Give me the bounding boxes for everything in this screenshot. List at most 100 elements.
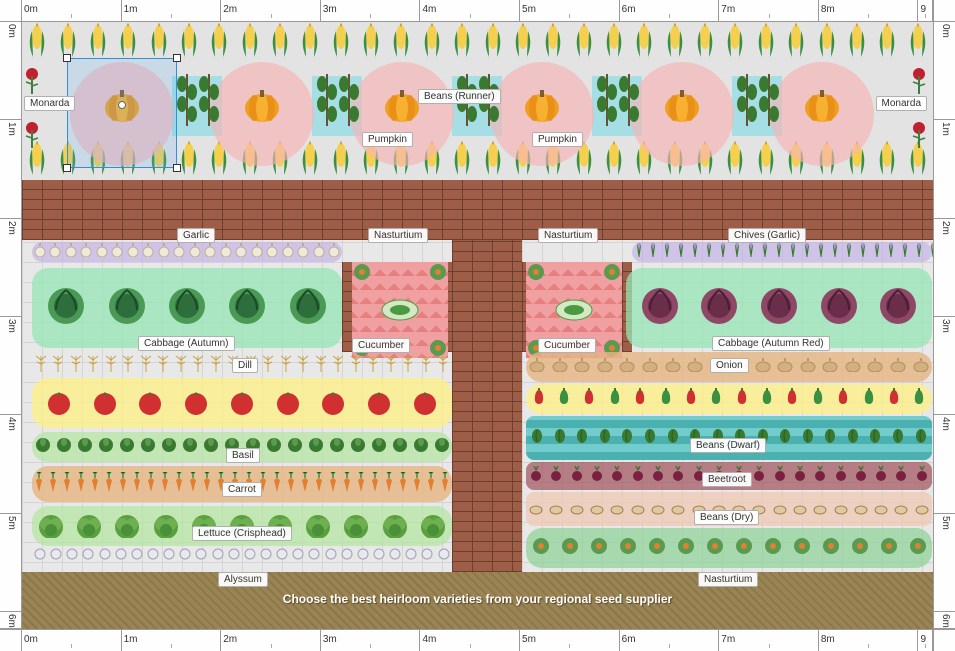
garlic-icon[interactable]	[814, 243, 828, 262]
pepper-icon[interactable]	[758, 388, 776, 411]
nast-icon[interactable]	[352, 262, 372, 287]
beet-icon[interactable]	[833, 466, 849, 487]
alyssum-row[interactable]	[32, 546, 452, 566]
garlic-icon[interactable]	[730, 243, 744, 262]
pepper-icon[interactable]	[910, 388, 928, 411]
onion-icon[interactable]	[843, 358, 863, 377]
beet-icon[interactable]	[569, 466, 585, 487]
cabbage-icon[interactable]	[759, 286, 799, 331]
nasturtium[interactable]	[428, 262, 448, 287]
carrot-icon[interactable]	[188, 472, 198, 497]
basil-icon[interactable]	[350, 437, 366, 458]
bean-small-icon[interactable]	[802, 428, 814, 449]
bean-small-icon[interactable]	[892, 428, 904, 449]
garlic-icon[interactable]	[702, 243, 716, 262]
basil-icon[interactable]	[119, 437, 135, 458]
drybean-icon[interactable]	[569, 503, 585, 515]
garlic-icon[interactable]	[884, 243, 898, 262]
pepper-icon[interactable]	[733, 388, 751, 411]
pepper-icon[interactable]	[783, 388, 801, 411]
drybean-icon[interactable]	[589, 503, 605, 515]
path-brick-vert[interactable]	[452, 240, 522, 572]
dill-icon[interactable]	[51, 352, 65, 377]
alyssum-icon[interactable]	[291, 547, 305, 566]
tomato-row[interactable]	[36, 384, 448, 422]
cabbage-icon[interactable]	[819, 286, 859, 331]
garlic-icon[interactable]	[926, 243, 933, 262]
garlic-icon[interactable]	[312, 243, 326, 262]
monarda-left[interactable]	[22, 120, 42, 155]
corn-icon[interactable]	[786, 23, 806, 64]
beans-icon[interactable]	[336, 72, 362, 133]
carrot-icon[interactable]	[398, 472, 408, 497]
corn-icon[interactable]	[240, 23, 260, 64]
cabbage-icon[interactable]	[167, 286, 207, 331]
dill-icon[interactable]	[349, 352, 363, 377]
basil-icon[interactable]	[329, 437, 345, 458]
pepper-icon[interactable]	[885, 388, 903, 411]
tomato-icon[interactable]	[227, 386, 257, 421]
corn-icon[interactable]	[725, 23, 745, 64]
alyssum-icon[interactable]	[404, 547, 418, 566]
garlic-icon[interactable]	[758, 243, 772, 262]
drybean-icon[interactable]	[548, 503, 564, 515]
nast-icon[interactable]	[647, 536, 667, 561]
dill-icon[interactable]	[86, 352, 100, 377]
chives-row[interactable]	[632, 244, 932, 260]
pepper-icon[interactable]	[657, 388, 675, 411]
dill-icon[interactable]	[314, 352, 328, 377]
pumpkin[interactable]	[382, 84, 422, 129]
garlic-icon[interactable]	[646, 243, 660, 262]
carrot-icon[interactable]	[342, 472, 352, 497]
onion-icon[interactable]	[820, 358, 840, 377]
pepper-icon[interactable]	[606, 388, 624, 411]
nast-icon[interactable]	[602, 262, 622, 287]
garlic-icon[interactable]	[265, 243, 279, 262]
corn-icon[interactable]	[483, 23, 503, 64]
garlic-icon[interactable]	[79, 243, 93, 262]
bean-small-icon[interactable]	[667, 428, 679, 449]
alyssum-icon[interactable]	[356, 547, 370, 566]
pepper-icon[interactable]	[555, 388, 573, 411]
garlic-icon[interactable]	[203, 243, 217, 262]
dill-icon[interactable]	[104, 352, 118, 377]
lettuce-icon[interactable]	[112, 512, 142, 543]
garlic-icon[interactable]	[688, 243, 702, 262]
garlic-icon[interactable]	[296, 243, 310, 262]
garlic-row[interactable]	[32, 244, 342, 260]
dill-icon[interactable]	[261, 352, 275, 377]
carrot-icon[interactable]	[104, 472, 114, 497]
drybean-icon[interactable]	[630, 503, 646, 515]
carrot-icon[interactable]	[174, 472, 184, 497]
bean-small-icon[interactable]	[554, 428, 566, 449]
nast-icon[interactable]	[428, 262, 448, 287]
nasturtium[interactable]	[526, 262, 546, 287]
tomato-icon[interactable]	[90, 386, 120, 421]
drybean-icon[interactable]	[528, 503, 544, 515]
carrot-icon[interactable]	[146, 472, 156, 497]
dill-icon[interactable]	[139, 352, 153, 377]
garlic-icon[interactable]	[898, 243, 912, 262]
bean-small-icon[interactable]	[824, 428, 836, 449]
alyssum-icon[interactable]	[275, 547, 289, 566]
carrot-icon[interactable]	[76, 472, 86, 497]
pepper-icon[interactable]	[580, 388, 598, 411]
pumpkin-icon[interactable]	[802, 84, 842, 129]
garlic-icon[interactable]	[716, 243, 730, 262]
carrot-icon[interactable]	[300, 472, 310, 497]
beet-icon[interactable]	[650, 466, 666, 487]
garlic-icon[interactable]	[772, 243, 786, 262]
corn-icon[interactable]	[483, 141, 503, 182]
corn-icon[interactable]	[847, 23, 867, 64]
pepper-icon[interactable]	[707, 388, 725, 411]
beans-icon[interactable]	[196, 72, 222, 133]
corn-icon[interactable]	[422, 23, 442, 64]
nast-icon[interactable]	[879, 536, 899, 561]
bean-small-icon[interactable]	[779, 428, 791, 449]
pepper-icon[interactable]	[682, 388, 700, 411]
carrot-icon[interactable]	[370, 472, 380, 497]
beans-icon[interactable]	[756, 72, 782, 133]
garden-canvas[interactable]: Choose the best heirloom varieties from …	[22, 22, 933, 629]
alyssum-icon[interactable]	[437, 547, 451, 566]
nast-icon[interactable]	[526, 262, 546, 287]
